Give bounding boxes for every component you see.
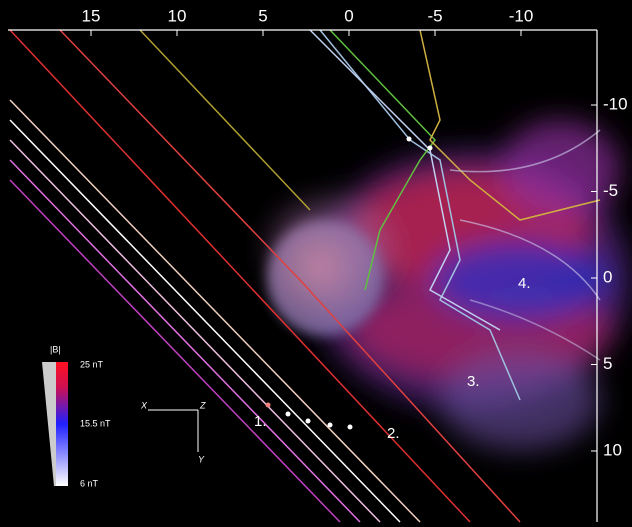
tick-label: 10 — [603, 440, 622, 459]
earth — [267, 220, 383, 336]
visualization: 151050-5-10 -10-50510 |B| 25 nT 15.5 nT … — [0, 0, 632, 527]
colorbar-label: 6 nT — [80, 478, 99, 488]
annotation: 1. — [254, 413, 267, 430]
colorbar-title: |B| — [50, 344, 61, 354]
annotation: 2. — [387, 425, 400, 442]
colorbar-gradient — [56, 362, 68, 486]
tick-label: -5 — [427, 6, 442, 25]
triad-label: X — [140, 400, 148, 410]
annotation: 4. — [518, 275, 531, 292]
colorbar-label: 25 nT — [80, 359, 104, 369]
tick-label: 10 — [168, 6, 187, 25]
tick-label: 0 — [603, 267, 612, 286]
annotation: 3. — [467, 373, 480, 390]
tick-label: 0 — [344, 6, 353, 25]
tick-label: 5 — [603, 354, 612, 373]
tick-label: 15 — [82, 6, 101, 25]
tick-label: -10 — [603, 94, 628, 113]
colorbar-label: 15.5 nT — [80, 418, 111, 428]
triad-label: Z — [199, 400, 206, 410]
triad-label: Y — [198, 454, 205, 464]
tick-label: -5 — [603, 181, 618, 200]
tick-label: 5 — [258, 6, 267, 25]
tick-label: -10 — [509, 6, 534, 25]
